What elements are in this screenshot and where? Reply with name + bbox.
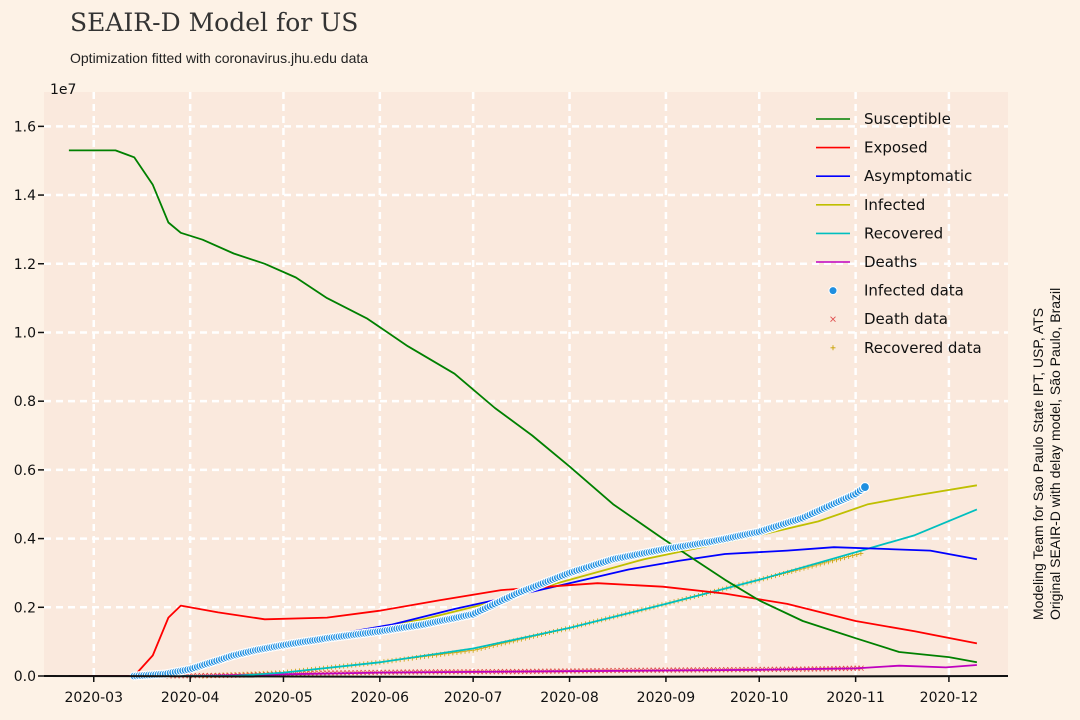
legend-item-susceptible: Susceptible (816, 110, 951, 128)
grid-lines (44, 92, 1008, 676)
legend: Susceptible Exposed Asymptomatic Infected Re… (816, 110, 982, 357)
x-tick-label: 2020-11 (826, 690, 885, 706)
legend-label: Death data (864, 310, 948, 328)
legend-label: Recovered (864, 224, 943, 242)
legend-label: Exposed (864, 139, 928, 157)
x-tick-label: 2020-05 (254, 690, 313, 706)
x-tick-label: 2020-03 (65, 690, 124, 706)
x-tick-label: 2020-12 (920, 690, 979, 706)
legend-item-asymptomatic: Asymptomatic (816, 167, 972, 185)
legend-swatch (830, 345, 836, 351)
y-exponent-label: 1e7 (50, 82, 76, 98)
legend-item-recovered: Recovered (816, 224, 943, 242)
y-tick-label: 1.2 (14, 257, 36, 273)
axes: 2020-03 2020-04 2020-05 2020-06 2020-07 2020-… (14, 119, 1009, 706)
legend-item-infected-data: Infected data (828, 282, 964, 300)
recovered-line (68, 508, 978, 677)
susceptible-line (68, 149, 978, 664)
legend-label: Asymptomatic (864, 167, 972, 185)
legend-swatch (830, 316, 836, 323)
legend-label: Infected data (864, 282, 964, 300)
chart-title: SEAIR-D Model for US (70, 8, 359, 37)
x-tick-label: 2020-04 (161, 690, 220, 706)
x-tick-label: 2020-09 (637, 690, 696, 706)
x-tick-label: 2020-07 (444, 690, 503, 706)
deaths-line (68, 664, 977, 677)
x-tick-label: 2020-08 (540, 690, 599, 706)
side-note-line-2: Original SEAIR-D with delay model, São P… (1047, 287, 1063, 620)
y-tick-label: 0.0 (14, 669, 36, 685)
legend-label: Susceptible (864, 110, 951, 128)
legend-item-infected: Infected (816, 196, 925, 214)
legend-item-exposed: Exposed (816, 139, 928, 157)
legend-item-deaths: Deaths (816, 253, 917, 271)
y-tick-label: 0.2 (14, 600, 36, 616)
y-tick-label: 1.0 (14, 325, 36, 341)
y-tick-label: 0.8 (14, 394, 36, 410)
legend-swatch (828, 286, 838, 296)
x-tick-label: 2020-10 (730, 690, 789, 706)
legend-item-death-data: Death data (830, 310, 948, 328)
exposed-line (68, 582, 978, 677)
infected-data-point (859, 481, 871, 493)
side-note-line-1: Modeling Team for Sao Paulo State IPT, U… (1030, 307, 1046, 620)
recovered-data-point (858, 550, 864, 556)
legend-label: Deaths (864, 253, 917, 271)
y-tick-label: 1.6 (14, 119, 36, 135)
plot-area (44, 92, 1008, 676)
legend-label: Infected (864, 196, 925, 214)
x-tick-label: 2020-06 (351, 690, 410, 706)
legend-item-recovered-data: Recovered data (830, 339, 982, 357)
series-layer (68, 149, 978, 681)
infected-data-series (129, 481, 871, 681)
legend-label: Recovered data (864, 339, 982, 357)
chart-subtitle: Optimization fitted with coronavirus.jhu… (70, 50, 369, 66)
y-tick-label: 0.4 (14, 532, 36, 548)
y-tick-label: 1.4 (14, 188, 36, 204)
side-note: Modeling Team for Sao Paulo State IPT, U… (1030, 288, 1064, 620)
y-tick-label: 0.6 (14, 463, 36, 479)
x-axis-line (43, 675, 1009, 678)
